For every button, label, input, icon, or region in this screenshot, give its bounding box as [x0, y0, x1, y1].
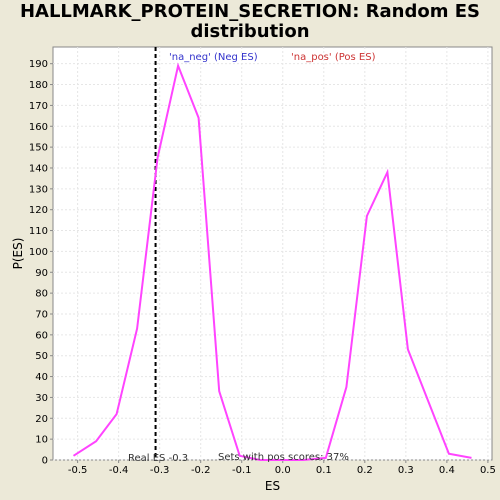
- y-tick-label: 150: [29, 143, 48, 154]
- x-tick-label: 0.2: [357, 465, 373, 476]
- x-axis-label: ES: [265, 479, 280, 493]
- y-tick-label: 30: [35, 393, 48, 404]
- y-tick-label: 70: [35, 309, 48, 320]
- plot-area: [52, 46, 493, 461]
- x-tick-label: 0.5: [480, 465, 496, 476]
- y-tick-label: 160: [29, 122, 48, 133]
- y-tick-label: 0: [42, 456, 48, 467]
- x-tick-label: 0.0: [275, 465, 291, 476]
- x-tick-label: 0.1: [316, 465, 332, 476]
- y-tick-label: 190: [29, 59, 48, 70]
- y-tick-label: 60: [35, 330, 48, 341]
- x-axis-ticks: -0.5 -0.4 -0.3 -0.2 -0.1 0.0 0.1 0.2 0.3 0.4 0.5: [68, 460, 496, 476]
- y-tick-label: 80: [35, 289, 48, 300]
- real-es-label: Real ES -0.3: [128, 453, 188, 464]
- y-tick-label: 140: [29, 163, 48, 174]
- y-tick-label: 50: [35, 351, 48, 362]
- chart-title: HALLMARK_PROTEIN_SECRETION: Random ES di…: [19, 1, 481, 42]
- pos-es-label: 'na_pos' (Pos ES): [291, 52, 376, 63]
- y-tick-label: 90: [35, 268, 48, 279]
- y-tick-label: 170: [29, 101, 48, 112]
- x-tick-label: -0.3: [150, 465, 170, 476]
- y-tick-label: 120: [29, 205, 48, 216]
- y-axis-ticks: 0 10 20 30 40 50 60 70 80 90 100 110 120 130 140 150 160…: [29, 59, 53, 467]
- x-tick-label: -0.2: [191, 465, 211, 476]
- x-tick-label: -0.1: [232, 465, 252, 476]
- y-tick-label: 20: [35, 414, 48, 425]
- sets-pos-label: Sets with pos scores: 37%: [218, 452, 349, 463]
- x-tick-label: -0.5: [68, 465, 88, 476]
- series-line: [72, 62, 472, 461]
- y-tick-label: 10: [35, 435, 48, 446]
- y-tick-label: 130: [29, 184, 48, 195]
- y-tick-label: 100: [29, 247, 48, 258]
- grid-lines: [53, 47, 492, 461]
- y-tick-label: 40: [35, 372, 48, 383]
- x-tick-label: 0.3: [398, 465, 414, 476]
- y-tick-label: 180: [29, 80, 48, 91]
- x-tick-label: 0.4: [439, 465, 455, 476]
- neg-es-label: 'na_neg' (Neg ES): [169, 52, 258, 63]
- y-axis-label: P(ES): [11, 238, 25, 270]
- x-tick-label: -0.4: [109, 465, 129, 476]
- y-tick-label: 110: [29, 226, 48, 237]
